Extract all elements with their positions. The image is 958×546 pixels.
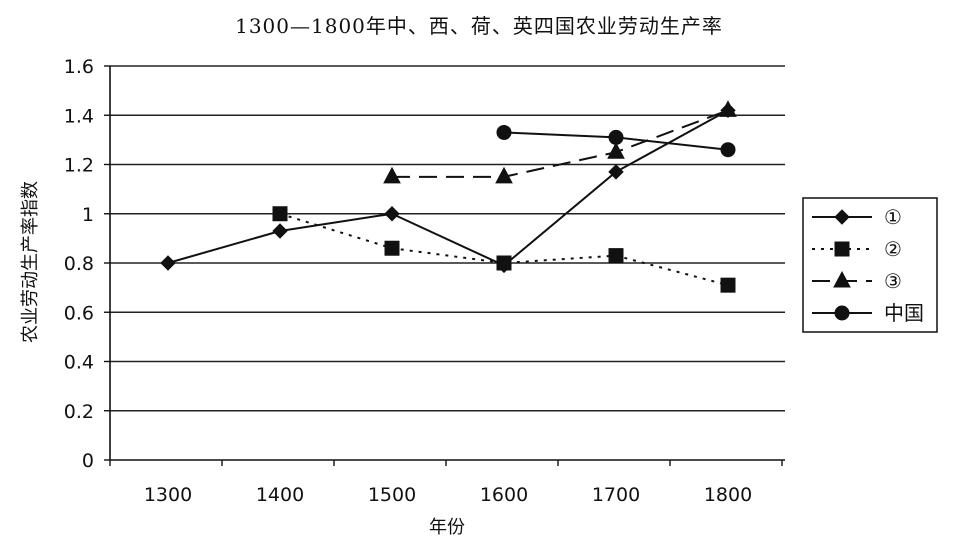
data-point	[720, 142, 736, 158]
data-point	[383, 166, 401, 184]
axes	[104, 65, 785, 466]
data-point	[608, 129, 624, 145]
x-axis-title: 年份	[429, 517, 465, 538]
series-4	[496, 124, 736, 158]
y-tick-label: 0	[82, 450, 94, 472]
legend-marker	[833, 270, 851, 288]
y-tick-label: 0.2	[64, 401, 94, 423]
x-tick-label: 1600	[480, 484, 528, 506]
x-tick-label: 1400	[256, 484, 304, 506]
data-point	[495, 166, 513, 184]
y-axis-title: 农业劳动生产率指数	[20, 181, 41, 343]
data-point	[719, 100, 737, 117]
data-point	[272, 206, 288, 222]
legend-item: 中国	[812, 301, 924, 325]
y-tick-label: 1.6	[64, 56, 94, 78]
legend-label: ③	[884, 269, 902, 293]
series-2	[272, 206, 736, 293]
y-tick-label: 0.8	[64, 253, 94, 275]
data-point	[160, 255, 176, 271]
gridlines	[110, 65, 785, 412]
data-point	[608, 248, 624, 264]
series-1	[160, 102, 736, 274]
data-point	[608, 164, 624, 180]
series-3	[383, 100, 737, 184]
legend-label: ①	[884, 205, 902, 229]
y-tick-label: 0.6	[64, 302, 94, 324]
x-tick-label: 1500	[368, 484, 416, 506]
data-point	[384, 206, 400, 222]
legend-label: ②	[884, 237, 902, 261]
chart-title: 1300—1800年中、西、荷、英四国农业劳动生产率	[235, 14, 723, 38]
data-point	[496, 255, 512, 271]
legend-item: ①	[812, 205, 902, 229]
data-point	[720, 277, 736, 293]
x-tick-label: 1800	[704, 484, 752, 506]
y-tick-label: 1	[82, 204, 94, 226]
data-point	[384, 240, 400, 256]
y-tick-label: 0.4	[64, 352, 94, 374]
x-tick-label: 1700	[592, 484, 640, 506]
data-point	[496, 124, 512, 140]
y-tick-labels: 0 0.2 0.4 0.6 0.8 1 1.2 1.4 1.6	[64, 56, 94, 472]
x-tick-labels: 1300 1400 1500 1600 1700 1800	[144, 484, 752, 506]
legend-marker	[834, 209, 850, 225]
y-tick-label: 1.4	[64, 105, 94, 127]
legend-item: ②	[812, 237, 902, 261]
series-layer	[160, 100, 737, 293]
legend-label: 中国	[884, 301, 924, 325]
series-line	[279, 212, 729, 287]
x-tick-label: 1300	[144, 484, 192, 506]
legend-marker	[834, 241, 850, 257]
series-line	[167, 109, 729, 267]
legend-marker	[834, 305, 850, 321]
legend-box	[802, 197, 938, 333]
series-line	[392, 109, 729, 178]
y-tick-label: 1.2	[64, 155, 94, 177]
data-point	[272, 223, 288, 239]
data-point	[607, 142, 625, 159]
legend-item: ③	[812, 269, 902, 293]
legend: ① ② ③ 中国	[802, 197, 938, 333]
